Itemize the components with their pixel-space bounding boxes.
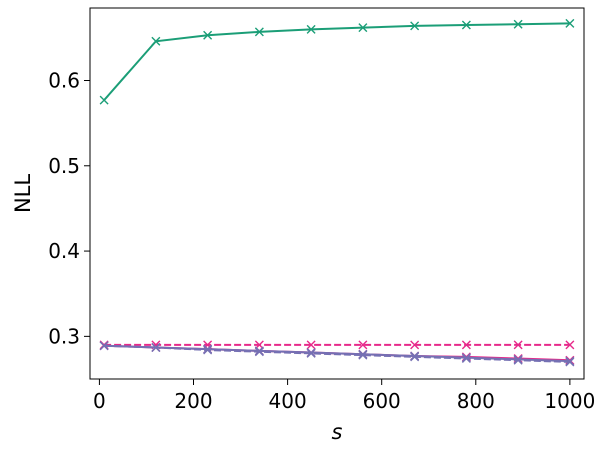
x-tick-label: 800 <box>457 389 495 413</box>
data-point-marker <box>358 23 368 33</box>
data-point-marker <box>203 344 213 354</box>
data-point-marker <box>410 21 420 31</box>
data-point-marker <box>151 342 161 352</box>
data-point-marker <box>306 348 316 358</box>
y-tick-label: 0.3 <box>48 324 80 348</box>
data-point-marker <box>461 353 471 363</box>
y-axis-ticks: 0.3 0.4 0.5 0.6 <box>48 68 90 348</box>
x-tick-label: 0 <box>93 389 106 413</box>
y-tick-label: 0.6 <box>48 68 80 92</box>
data-point-marker <box>306 340 316 350</box>
y-axis-label: NLL <box>11 174 35 213</box>
y-tick-label: 0.4 <box>48 239 80 263</box>
data-point-marker <box>306 24 316 34</box>
data-point-marker <box>565 356 575 366</box>
x-tick-label: 200 <box>174 389 212 413</box>
x-tick-label: 600 <box>363 389 401 413</box>
data-point-marker <box>513 19 523 29</box>
x-axis-ticks: 0 200 400 600 800 1000 <box>93 379 595 413</box>
series-line <box>103 22 570 101</box>
x-axis-label: s <box>332 420 343 444</box>
data-point-marker <box>513 340 523 350</box>
series-1 <box>99 340 575 350</box>
series-0 <box>99 18 575 105</box>
data-point-marker <box>461 20 471 30</box>
data-point-marker <box>99 95 109 105</box>
data-point-marker <box>151 36 161 46</box>
data-point-marker <box>203 30 213 40</box>
series-4 <box>99 341 575 366</box>
data-point-marker <box>358 349 368 359</box>
series-line <box>104 344 570 363</box>
data-point-marker <box>99 341 109 351</box>
data-point-marker <box>461 340 471 350</box>
series-layer <box>99 18 575 367</box>
y-tick-label: 0.5 <box>48 154 80 178</box>
data-point-marker <box>513 354 523 364</box>
data-point-marker <box>254 346 264 356</box>
x-tick-label: 400 <box>269 389 307 413</box>
data-point-marker <box>410 351 420 361</box>
data-point-marker <box>358 340 368 350</box>
plot-frame <box>89 7 585 380</box>
data-point-marker <box>254 27 264 37</box>
data-point-marker <box>565 18 575 28</box>
data-point-marker <box>565 340 575 350</box>
x-tick-label: 1000 <box>544 389 595 413</box>
data-point-marker <box>410 340 420 350</box>
